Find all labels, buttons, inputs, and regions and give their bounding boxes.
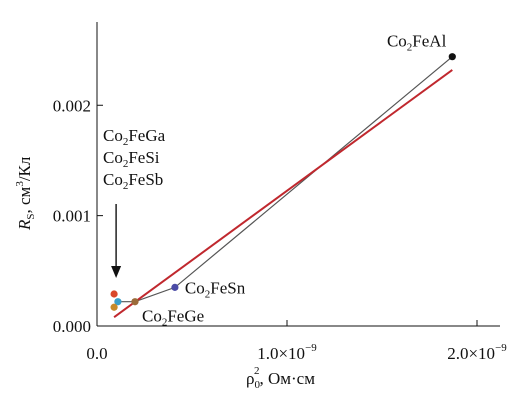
- data-point-co2fega: [110, 290, 118, 298]
- annotation-al: Co2FeAl: [387, 32, 447, 54]
- y-axis-title: RS, см3/Кл: [14, 156, 37, 231]
- x-tick-label: 1.0×10−9: [257, 342, 317, 363]
- data-point-co2fesi: [114, 298, 122, 306]
- ticks: 0.000 0.001 0.002 0.0 1.0×10−9 2.0×10−9: [53, 96, 508, 363]
- y-tick-label: 0.000: [53, 317, 91, 336]
- fit-line: [113, 69, 453, 318]
- arrow-head: [111, 265, 122, 278]
- data-point-co2fege: [131, 298, 139, 306]
- data-points: [110, 53, 456, 311]
- data-point-co2fesn: [171, 283, 179, 291]
- data-point-co2fesb: [110, 303, 118, 311]
- data-point-co2feal: [448, 53, 456, 61]
- annotation-si: Co2FeSi: [103, 148, 160, 170]
- y-tick-label: 0.002: [53, 96, 91, 115]
- connecting-line: [117, 56, 453, 303]
- annotation-sb: Co2FeSb: [103, 170, 163, 192]
- annotation-ga: Co2FeGa: [103, 126, 166, 148]
- y-tick-label: 0.001: [53, 207, 91, 226]
- lines: [113, 56, 453, 318]
- axes: [96, 22, 500, 327]
- x-tick-label: 2.0×10−9: [447, 342, 507, 363]
- annotation-sn: Co2FeSn: [185, 278, 246, 300]
- x-tick-label: 0.0: [86, 344, 107, 363]
- annotation-ge: Co2FeGe: [142, 307, 204, 329]
- x-axis-title: ρ02, Ом·см: [246, 365, 315, 391]
